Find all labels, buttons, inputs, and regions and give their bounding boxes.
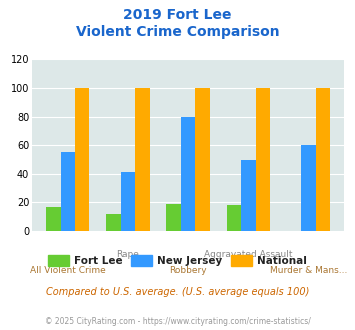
- Bar: [121, 172, 135, 231]
- Legend: Fort Lee, New Jersey, National: Fort Lee, New Jersey, National: [44, 251, 311, 270]
- Bar: [226, 205, 241, 231]
- Text: Rape: Rape: [116, 250, 140, 259]
- Bar: [301, 145, 316, 231]
- Text: Robbery: Robbery: [169, 266, 207, 275]
- Bar: [46, 207, 61, 231]
- Text: © 2025 CityRating.com - https://www.cityrating.com/crime-statistics/: © 2025 CityRating.com - https://www.city…: [45, 317, 310, 326]
- Bar: [75, 88, 89, 231]
- Bar: [195, 88, 210, 231]
- Bar: [166, 204, 181, 231]
- Text: Compared to U.S. average. (U.S. average equals 100): Compared to U.S. average. (U.S. average …: [46, 287, 309, 297]
- Text: Aggravated Assault: Aggravated Assault: [204, 250, 293, 259]
- Bar: [135, 88, 150, 231]
- Bar: [316, 88, 330, 231]
- Bar: [61, 152, 75, 231]
- Bar: [241, 159, 256, 231]
- Bar: [256, 88, 270, 231]
- Text: Violent Crime Comparison: Violent Crime Comparison: [76, 25, 279, 39]
- Bar: [106, 214, 121, 231]
- Bar: [181, 116, 195, 231]
- Text: Murder & Mans...: Murder & Mans...: [270, 266, 347, 275]
- Text: All Violent Crime: All Violent Crime: [30, 266, 106, 275]
- Text: 2019 Fort Lee: 2019 Fort Lee: [123, 8, 232, 22]
